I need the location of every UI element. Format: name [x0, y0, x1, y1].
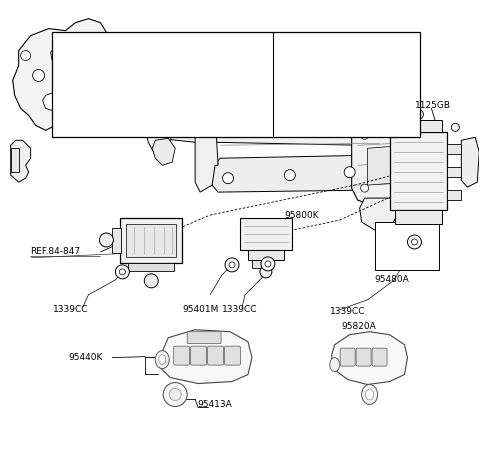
Polygon shape: [461, 137, 479, 187]
Bar: [447, 167, 461, 177]
FancyBboxPatch shape: [174, 346, 190, 365]
Bar: [240, 218, 292, 250]
Text: 95413A: 95413A: [197, 400, 232, 409]
Bar: [395, 210, 443, 224]
Bar: [128, 263, 174, 271]
FancyBboxPatch shape: [191, 346, 206, 365]
Polygon shape: [198, 112, 387, 145]
Ellipse shape: [159, 355, 166, 365]
Polygon shape: [352, 115, 420, 205]
Bar: [374, 222, 439, 270]
Text: 1339CC: 1339CC: [330, 307, 365, 316]
Bar: [248, 250, 284, 260]
Bar: [126, 224, 176, 257]
Polygon shape: [332, 332, 408, 384]
Circle shape: [408, 235, 421, 249]
Ellipse shape: [361, 384, 378, 404]
Polygon shape: [85, 35, 108, 60]
Polygon shape: [265, 89, 308, 124]
FancyBboxPatch shape: [340, 348, 355, 366]
Circle shape: [451, 124, 459, 131]
Polygon shape: [210, 155, 392, 192]
Polygon shape: [152, 138, 175, 165]
FancyBboxPatch shape: [372, 348, 387, 366]
Ellipse shape: [366, 389, 373, 400]
Circle shape: [261, 257, 275, 271]
Circle shape: [413, 109, 423, 119]
Circle shape: [229, 262, 235, 268]
Bar: [447, 190, 461, 200]
Bar: [120, 218, 182, 263]
Circle shape: [120, 269, 125, 275]
FancyBboxPatch shape: [207, 346, 224, 365]
Polygon shape: [112, 63, 138, 83]
Polygon shape: [88, 65, 112, 88]
Polygon shape: [145, 108, 172, 158]
FancyBboxPatch shape: [225, 346, 240, 365]
Circle shape: [21, 51, 31, 60]
Ellipse shape: [330, 358, 340, 372]
Circle shape: [265, 261, 271, 267]
Circle shape: [144, 274, 158, 288]
Circle shape: [404, 184, 411, 192]
Bar: [112, 228, 121, 253]
Text: 95820A: 95820A: [342, 322, 376, 331]
Text: 1339CC: 1339CC: [222, 305, 258, 314]
Polygon shape: [11, 140, 31, 182]
Circle shape: [411, 239, 418, 245]
Polygon shape: [160, 330, 252, 384]
Circle shape: [115, 265, 129, 279]
Polygon shape: [12, 18, 145, 135]
Circle shape: [163, 383, 187, 407]
Circle shape: [404, 131, 411, 139]
Circle shape: [225, 258, 239, 272]
Bar: [390, 132, 447, 210]
Circle shape: [99, 233, 113, 247]
Polygon shape: [384, 118, 399, 192]
Text: 95800K: 95800K: [285, 211, 320, 219]
Circle shape: [360, 184, 369, 192]
Bar: [447, 144, 461, 154]
Circle shape: [260, 266, 272, 278]
Text: 95480A: 95480A: [374, 275, 409, 284]
Circle shape: [344, 167, 355, 177]
FancyBboxPatch shape: [187, 332, 221, 343]
Circle shape: [108, 39, 116, 47]
Circle shape: [169, 389, 181, 401]
Polygon shape: [43, 90, 69, 112]
Polygon shape: [360, 198, 397, 230]
Polygon shape: [138, 115, 215, 142]
Circle shape: [33, 70, 45, 82]
Polygon shape: [11, 148, 19, 172]
Text: 1125GB: 1125GB: [414, 101, 450, 110]
Circle shape: [284, 170, 295, 181]
Ellipse shape: [155, 351, 169, 369]
Polygon shape: [368, 145, 408, 185]
FancyBboxPatch shape: [356, 348, 371, 366]
Text: 1339CC: 1339CC: [53, 305, 88, 314]
Text: REF.84-847: REF.84-847: [30, 248, 80, 256]
Circle shape: [71, 103, 81, 113]
Polygon shape: [195, 112, 218, 192]
Circle shape: [360, 131, 369, 139]
Polygon shape: [278, 83, 295, 90]
Polygon shape: [50, 41, 85, 69]
Bar: [395, 120, 443, 132]
Text: 95440K: 95440K: [69, 353, 103, 362]
Circle shape: [223, 173, 233, 183]
Bar: [252, 260, 264, 268]
Text: 95401M: 95401M: [182, 305, 218, 314]
Bar: [51, 32, 420, 137]
